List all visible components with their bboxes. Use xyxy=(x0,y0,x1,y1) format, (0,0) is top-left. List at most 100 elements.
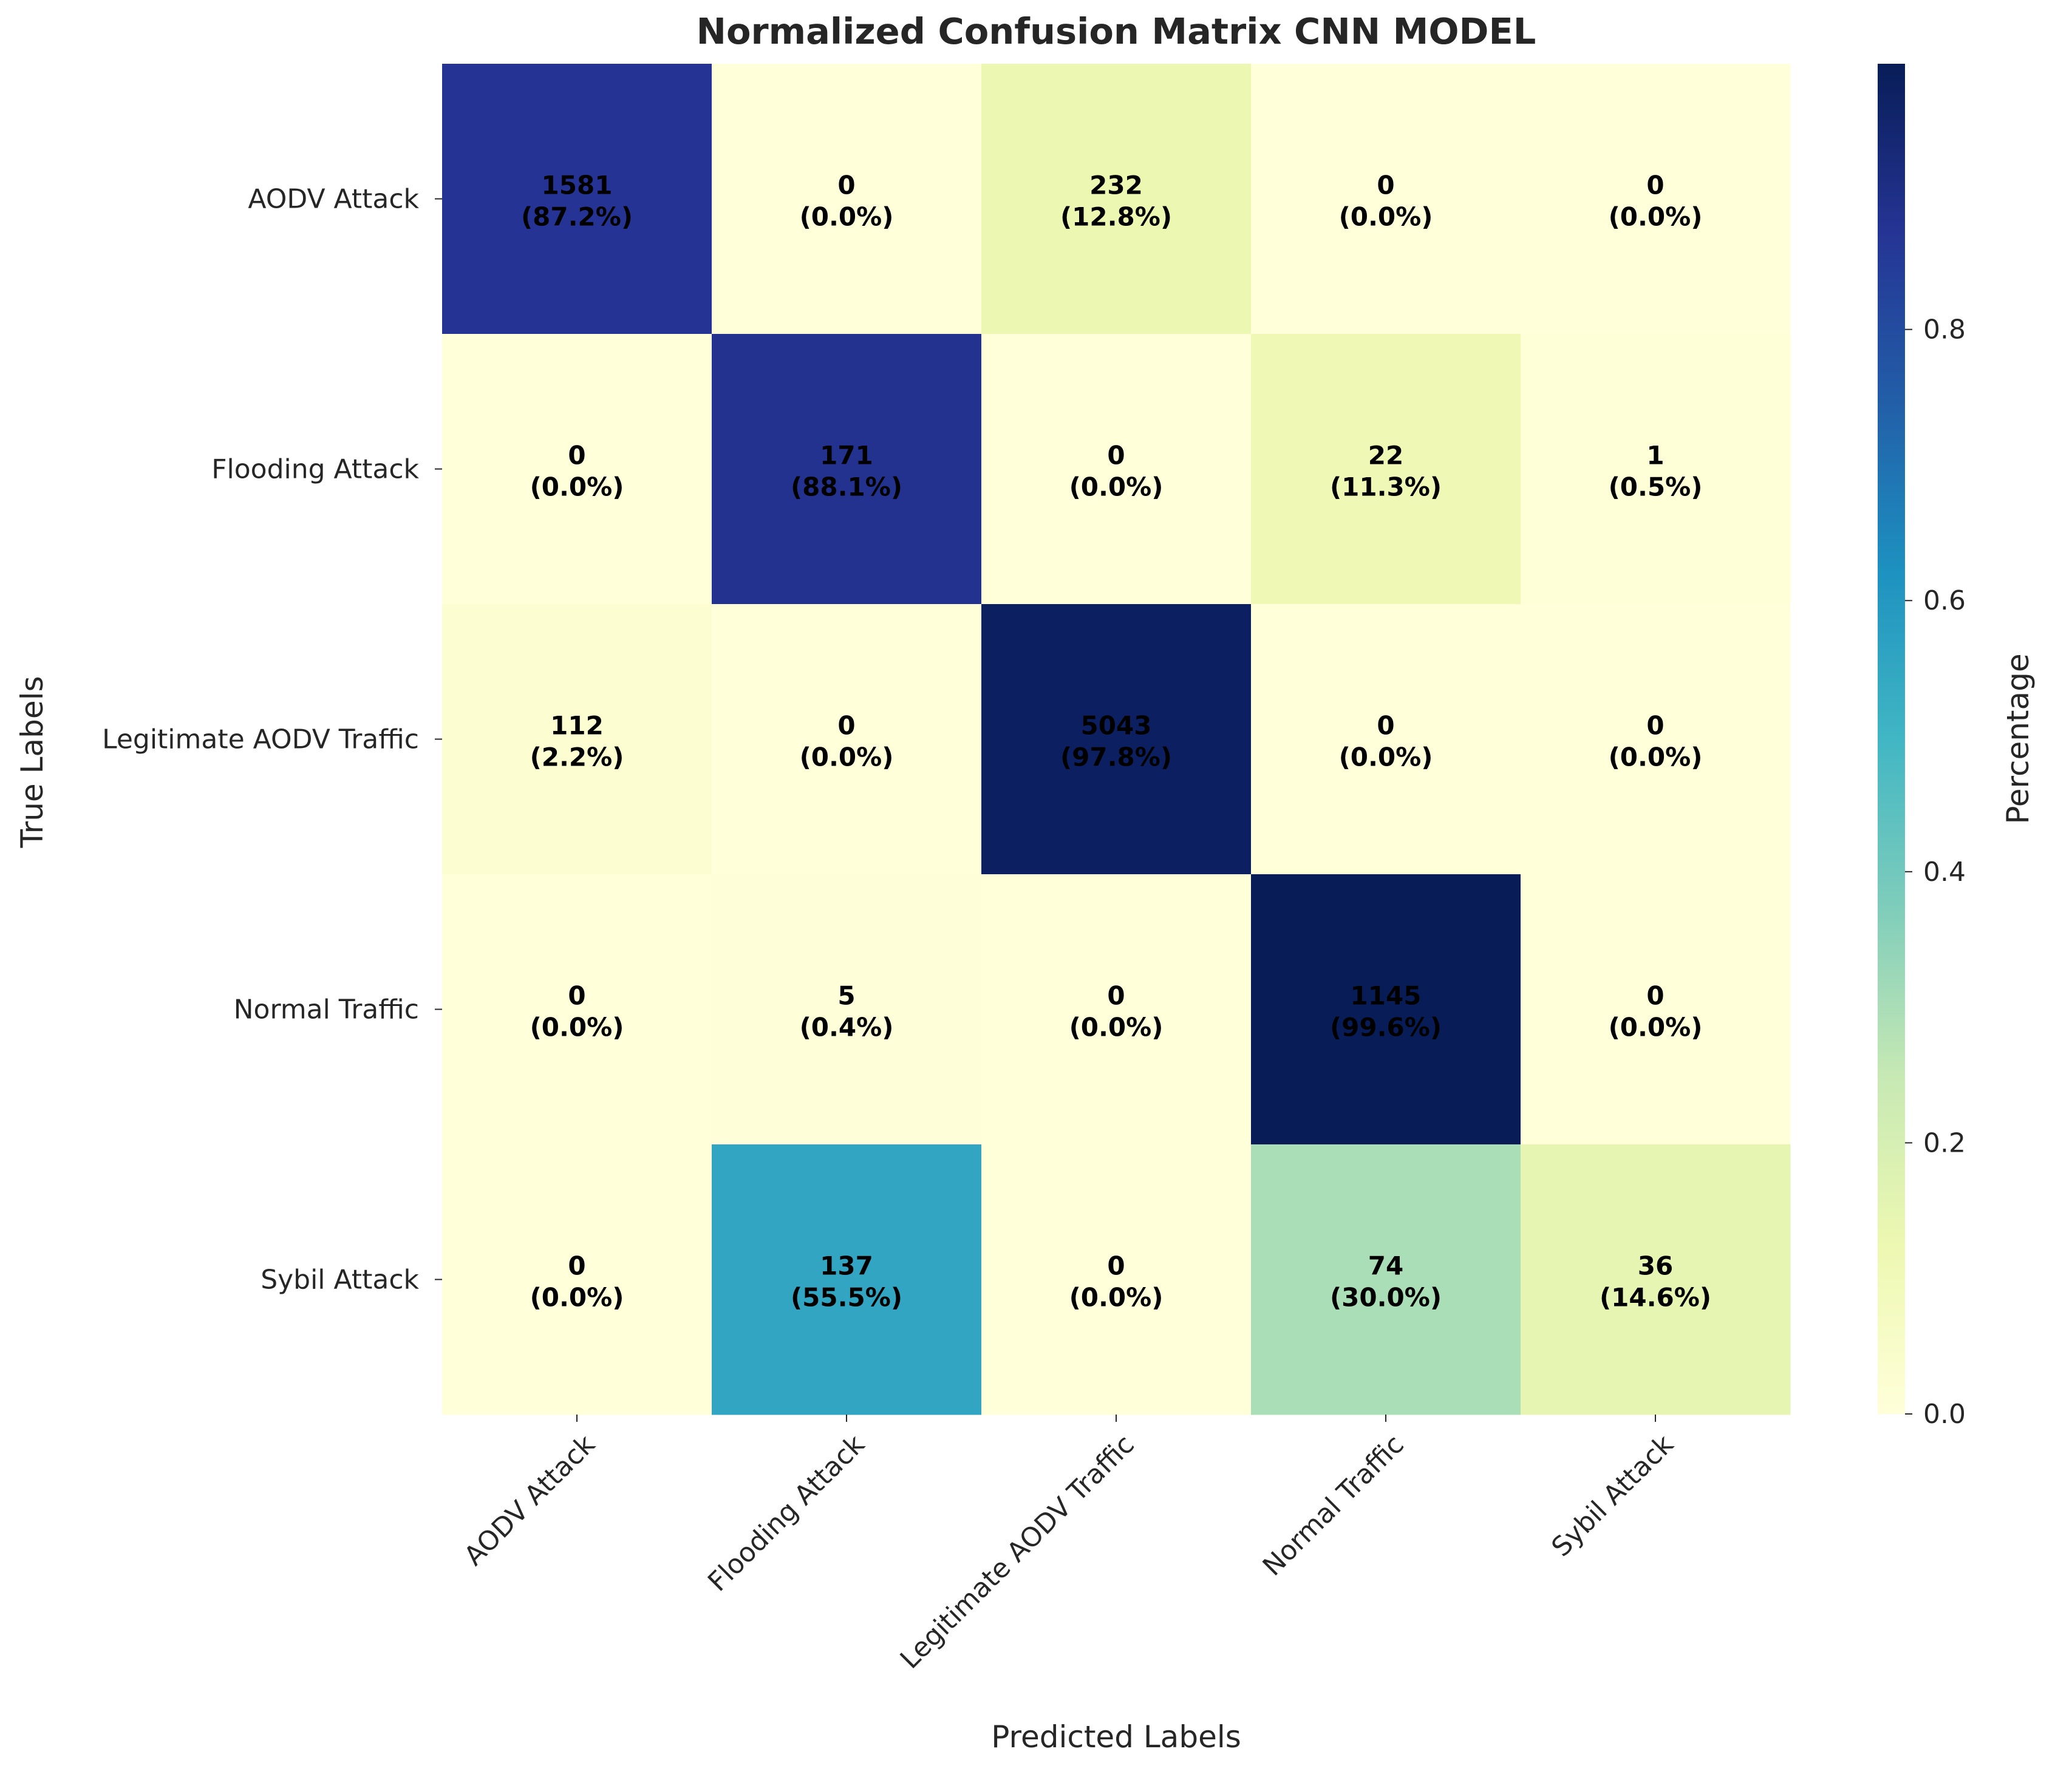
cell-count-r4-c0: 0 xyxy=(568,1251,585,1281)
heatmap-cell-r1-c3 xyxy=(1251,334,1521,605)
heatmap-cell-r4-c1 xyxy=(712,1144,982,1415)
cell-count-r2-c4: 0 xyxy=(1646,711,1664,741)
cell-count-r1-c2: 0 xyxy=(1107,441,1125,471)
cell-count-r2-c2: 5043 xyxy=(1081,711,1152,741)
heatmap-cell-r4-c3 xyxy=(1251,1144,1521,1415)
cell-count-r4-c3: 74 xyxy=(1368,1251,1403,1281)
x-tick-label-4: Sybil Attack xyxy=(1545,1429,1680,1563)
chart-title: Normalized Confusion Matrix CNN MODEL xyxy=(697,10,1536,52)
x-tick-label-1: Flooding Attack xyxy=(702,1429,871,1597)
cell-percent-r3-c4: (0.0%) xyxy=(1609,1013,1703,1042)
cell-percent-r3-c0: (0.0%) xyxy=(530,1013,624,1042)
heatmap-cell-r1-c1 xyxy=(712,334,982,605)
heatmap-cell-r0-c4 xyxy=(1521,64,1791,335)
cell-percent-r4-c1: (55.5%) xyxy=(791,1283,902,1313)
y-tick-label-0: AODV Attack xyxy=(248,184,419,215)
heatmap-cell-r2-c4 xyxy=(1521,604,1791,875)
y-tick-label-2: Legitimate AODV Traffic xyxy=(102,724,419,755)
y-axis-label: True Labels xyxy=(15,676,50,848)
cell-count-r4-c4: 36 xyxy=(1638,1251,1673,1281)
y-tick-label-4: Sybil Attack xyxy=(261,1265,419,1296)
cell-percent-r1-c3: (11.3%) xyxy=(1330,472,1442,502)
cell-count-r2-c1: 0 xyxy=(837,711,855,741)
cell-percent-r2-c1: (0.0%) xyxy=(800,742,894,772)
cell-percent-r1-c0: (0.0%) xyxy=(530,472,624,502)
cell-count-r0-c0: 1581 xyxy=(542,171,613,200)
cell-count-r0-c2: 232 xyxy=(1089,171,1143,200)
heatmap-cell-r2-c3 xyxy=(1251,604,1521,875)
colorbar-tick-label-3: 0.6 xyxy=(1923,585,1966,616)
heatmap-cell-r3-c0 xyxy=(442,874,712,1145)
colorbar-gradient xyxy=(1878,64,1905,1414)
cell-percent-r1-c1: (88.1%) xyxy=(791,472,902,502)
heatmap-cell-r1-c4 xyxy=(1521,334,1791,605)
colorbar-tick-label-2: 0.4 xyxy=(1923,857,1966,888)
cell-percent-r0-c1: (0.0%) xyxy=(800,202,894,232)
heatmap-cell-r0-c2 xyxy=(981,64,1252,335)
x-tick-label-2: Legitimate AODV Traffic xyxy=(895,1429,1140,1675)
cell-count-r4-c1: 137 xyxy=(820,1251,873,1281)
heatmap-cell-r2-c0 xyxy=(442,604,712,875)
colorbar: 0.0 0.2 0.4 0.6 0.8 xyxy=(1878,64,1966,1430)
cell-count-r0-c4: 0 xyxy=(1646,171,1664,200)
colorbar-label: Percentage xyxy=(2000,653,2036,824)
x-axis-label: Predicted Labels xyxy=(991,1719,1241,1755)
heatmap-cell-r3-c3 xyxy=(1251,874,1521,1145)
cell-count-r0-c1: 0 xyxy=(837,171,855,200)
cell-percent-r3-c1: (0.4%) xyxy=(800,1013,894,1042)
heatmap-cell-r1-c0 xyxy=(442,334,712,605)
cell-count-r0-c3: 0 xyxy=(1377,171,1394,200)
heatmap-cell-r1-c2 xyxy=(981,334,1252,605)
x-tick-labels: AODV Attack Flooding Attack Legitimate AOD… xyxy=(458,1415,1680,1675)
cell-percent-r1-c4: (0.5%) xyxy=(1609,472,1703,502)
heatmap-cell-r3-c2 xyxy=(981,874,1252,1145)
colorbar-tick-label-4: 0.8 xyxy=(1923,314,1966,345)
heatmap-cells: 1581(87.2%)0(0.0%)232(12.8%)0(0.0%)0(0.0… xyxy=(442,64,1791,1415)
cell-percent-r0-c0: (87.2%) xyxy=(521,202,633,232)
cell-percent-r1-c2: (0.0%) xyxy=(1069,472,1164,502)
cell-percent-r2-c2: (97.8%) xyxy=(1060,742,1172,772)
cell-percent-r2-c3: (0.0%) xyxy=(1339,742,1433,772)
heatmap-cell-r4-c2 xyxy=(981,1144,1252,1415)
cell-count-r3-c1: 5 xyxy=(837,981,855,1011)
heatmap-cell-r0-c0 xyxy=(442,64,712,335)
cell-count-r2-c0: 112 xyxy=(550,711,604,741)
colorbar-tick-label-0: 0.0 xyxy=(1923,1399,1966,1430)
cell-count-r3-c3: 1145 xyxy=(1351,981,1422,1011)
cell-count-r2-c3: 0 xyxy=(1377,711,1394,741)
cell-percent-r0-c4: (0.0%) xyxy=(1609,202,1703,232)
heatmap-cell-r2-c2 xyxy=(981,604,1252,875)
x-tick-label-0: AODV Attack xyxy=(458,1429,602,1572)
x-tick-label-3: Normal Traffic xyxy=(1257,1429,1410,1582)
heatmap-cell-r3-c1 xyxy=(712,874,982,1145)
cell-count-r3-c0: 0 xyxy=(568,981,585,1011)
cell-percent-r4-c0: (0.0%) xyxy=(530,1283,624,1313)
cell-count-r1-c4: 1 xyxy=(1646,441,1664,471)
heatmap-cell-r3-c4 xyxy=(1521,874,1791,1145)
heatmap-cell-r2-c1 xyxy=(712,604,982,875)
y-tick-label-1: Flooding Attack xyxy=(211,454,419,485)
cell-count-r1-c1: 171 xyxy=(820,441,873,471)
y-tick-label-3: Normal Traffic xyxy=(234,994,419,1025)
cell-count-r3-c2: 0 xyxy=(1107,981,1125,1011)
cell-percent-r0-c2: (12.8%) xyxy=(1060,202,1172,232)
cell-percent-r4-c3: (30.0%) xyxy=(1330,1283,1442,1313)
cell-percent-r3-c2: (0.0%) xyxy=(1069,1013,1164,1042)
cell-count-r4-c2: 0 xyxy=(1107,1251,1125,1281)
colorbar-tick-label-1: 0.2 xyxy=(1923,1127,1966,1158)
cell-count-r3-c4: 0 xyxy=(1646,981,1664,1011)
cell-percent-r2-c0: (2.2%) xyxy=(530,742,624,772)
cell-percent-r4-c2: (0.0%) xyxy=(1069,1283,1164,1313)
cell-count-r1-c0: 0 xyxy=(568,441,585,471)
heatmap-cell-r4-c4 xyxy=(1521,1144,1791,1415)
cell-percent-r4-c4: (14.6%) xyxy=(1600,1283,1711,1313)
cell-percent-r3-c3: (99.6%) xyxy=(1330,1013,1442,1042)
cell-percent-r0-c3: (0.0%) xyxy=(1339,202,1433,232)
cell-count-r1-c3: 22 xyxy=(1368,441,1403,471)
heatmap-cell-r0-c3 xyxy=(1251,64,1521,335)
heatmap-cell-r4-c0 xyxy=(442,1144,712,1415)
cell-percent-r2-c4: (0.0%) xyxy=(1609,742,1703,772)
y-tick-labels: AODV Attack Flooding Attack Legitimate AOD… xyxy=(102,184,442,1296)
heatmap-cell-r0-c1 xyxy=(712,64,982,335)
